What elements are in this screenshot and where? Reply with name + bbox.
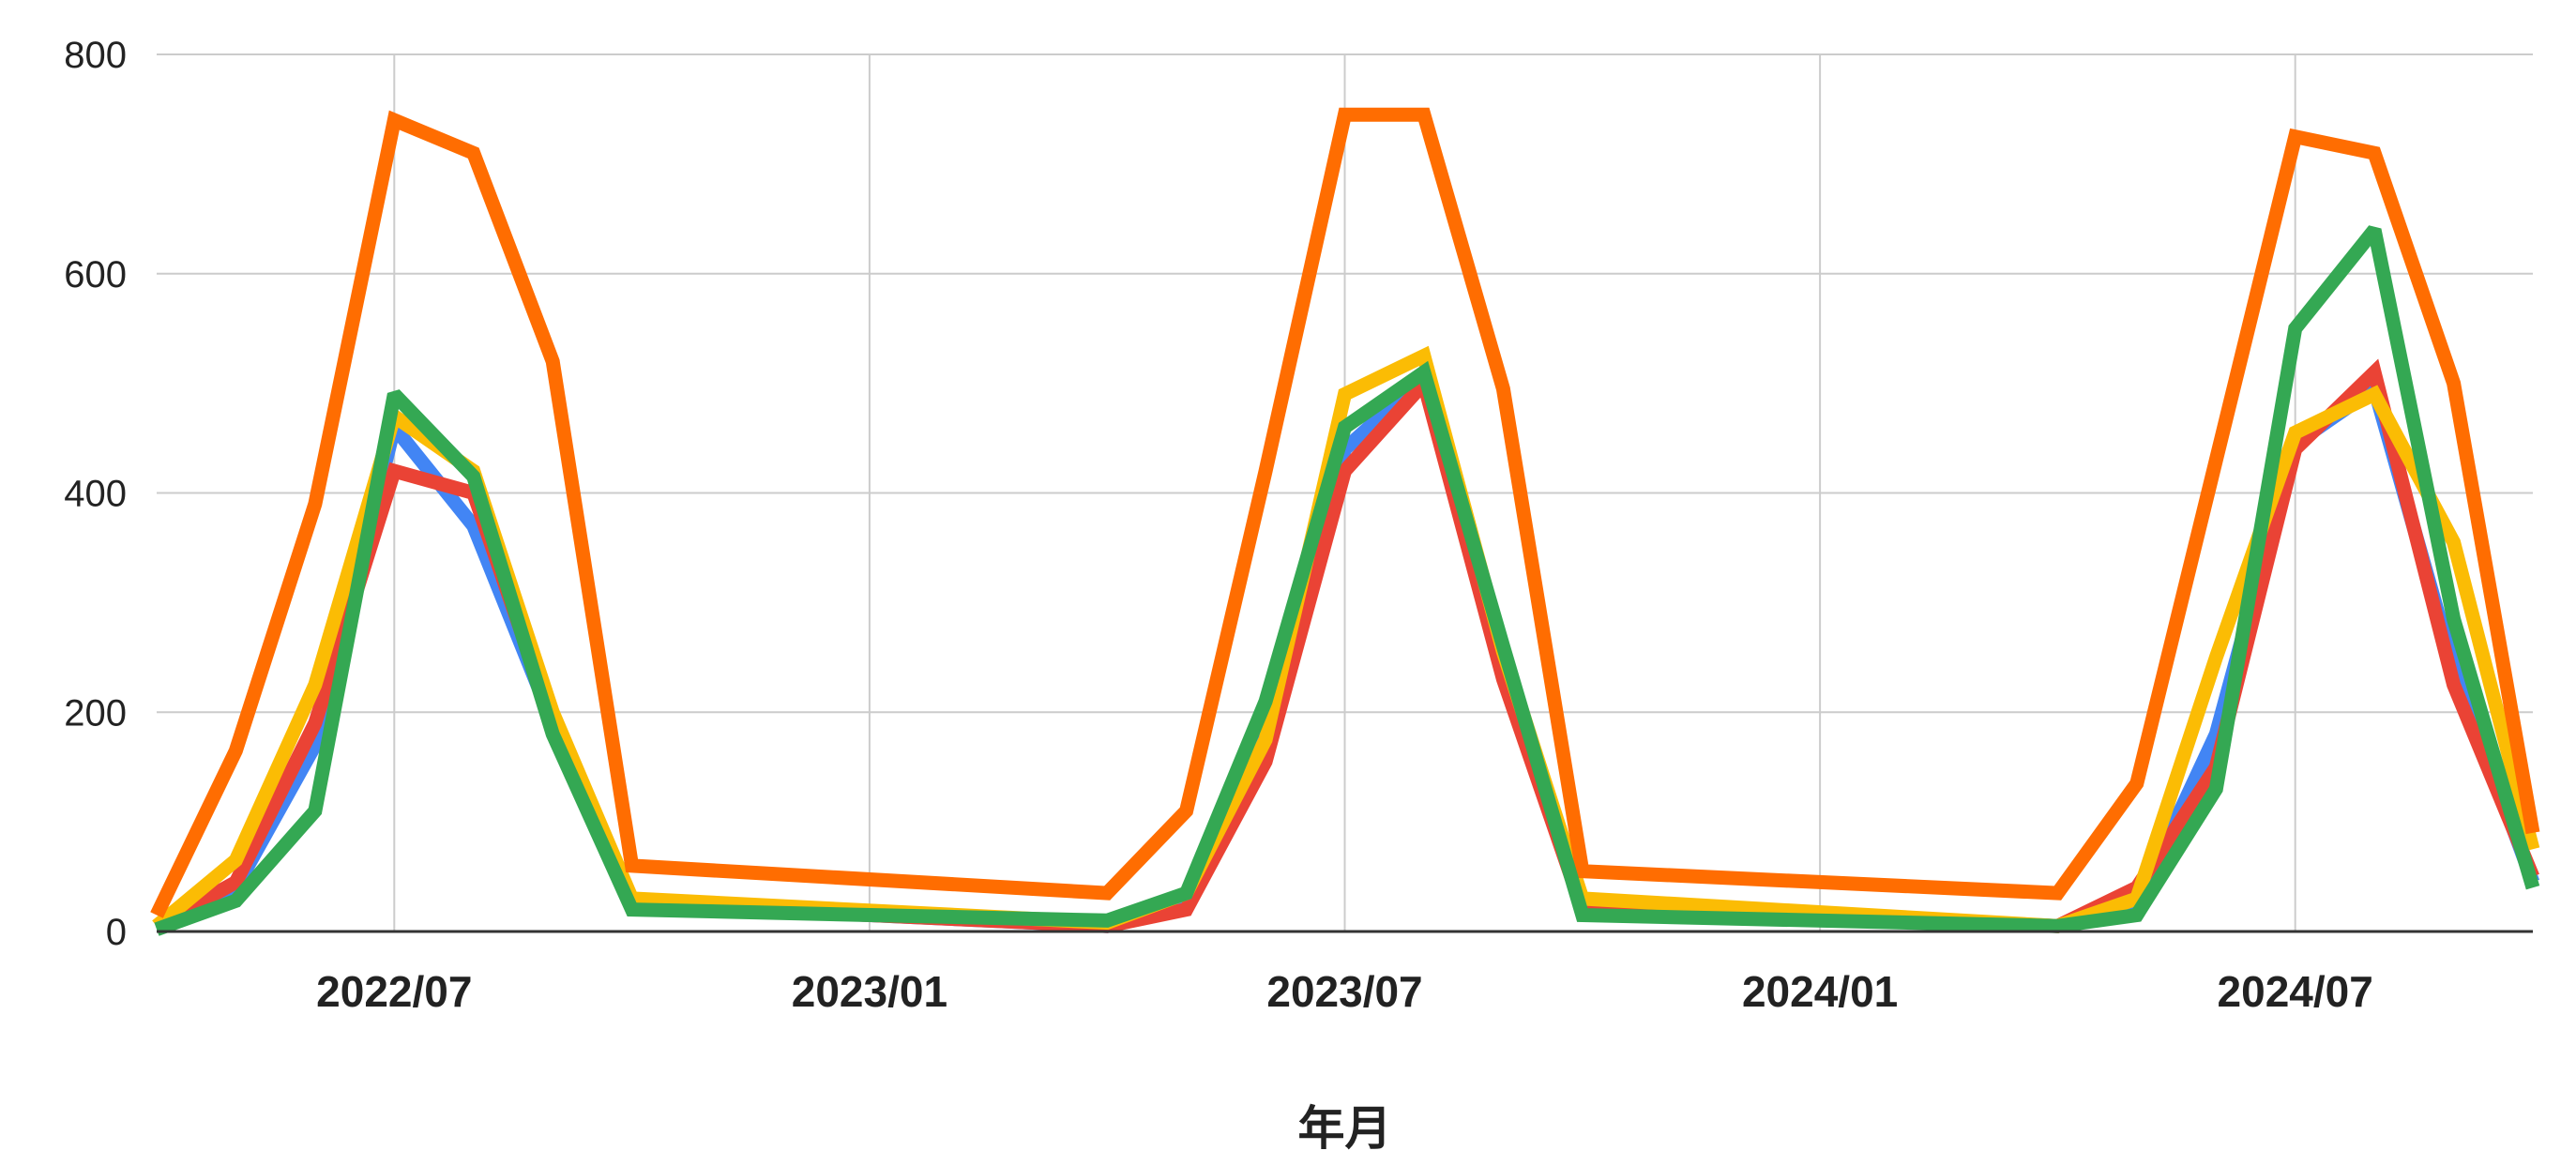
series-line-4: [150, 107, 2540, 918]
series-lines: [150, 107, 2540, 936]
y-tick-label: 0: [106, 912, 127, 953]
x-axis-title: 年月: [1298, 1101, 1392, 1156]
y-tick-label: 200: [64, 692, 127, 734]
y-tick-label: 600: [64, 254, 127, 295]
y-axis-tick-labels: 0 200 400 600 800: [64, 35, 127, 953]
y-tick-label: 400: [64, 474, 127, 515]
x-tick-label: 2023/01: [792, 967, 947, 1016]
x-tick-label: 2022/07: [316, 967, 472, 1016]
x-tick-label: 2024/07: [2218, 967, 2373, 1016]
x-axis-tick-labels: 2022/07 2023/01 2023/07 2024/01 2024/07: [316, 967, 2373, 1016]
x-tick-label: 2023/07: [1266, 967, 1422, 1016]
x-tick-label: 2024/01: [1742, 967, 1898, 1016]
series-line-2: [153, 358, 2539, 933]
y-tick-label: 800: [64, 35, 127, 76]
series-line-5: [154, 225, 2540, 936]
